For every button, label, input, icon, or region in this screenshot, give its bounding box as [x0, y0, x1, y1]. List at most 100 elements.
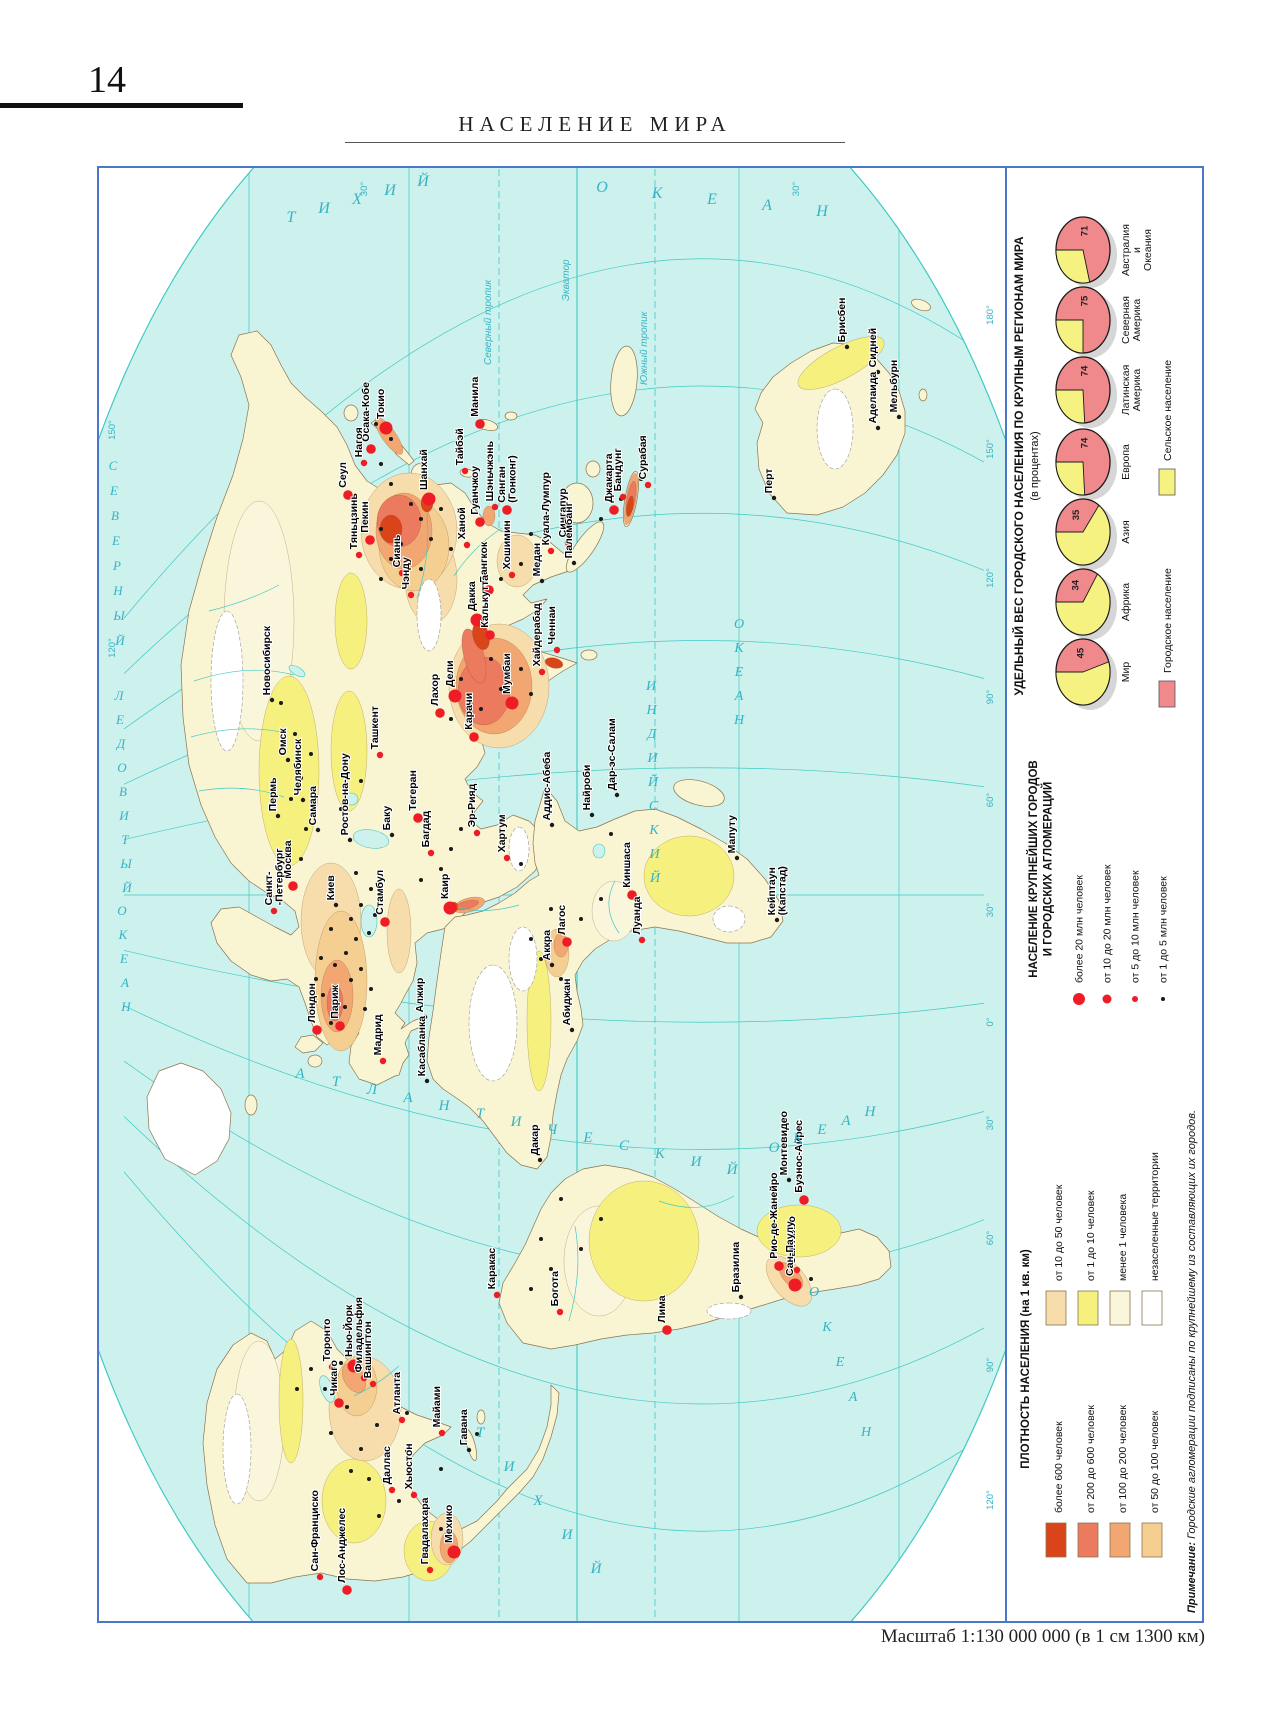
city-marker: [343, 490, 353, 500]
minor-city-dot: [379, 577, 383, 581]
minor-city-dot: [399, 542, 403, 546]
city-label: Бразилиа: [730, 1242, 742, 1293]
pie-region-label: Мир: [1120, 662, 1132, 683]
minor-city-dot: [309, 1007, 313, 1011]
minor-city-dot: [439, 1467, 443, 1471]
city-label: Сеул: [337, 462, 349, 488]
density-label: незаселенные территории: [1149, 1152, 1161, 1281]
city-label: Дели: [444, 660, 456, 687]
ocean-label-letter: Й: [114, 633, 125, 648]
city-label: Нагоя: [353, 427, 365, 457]
ocean-label-letter: Е: [109, 483, 118, 498]
city-label: Монтевидео: [778, 1111, 790, 1175]
city-marker: [571, 560, 577, 566]
city-label: Москва: [282, 840, 294, 878]
city-label: Баку: [381, 806, 393, 831]
city-marker: [896, 414, 902, 420]
city-marker: [734, 855, 740, 861]
city-size-symbol: [1073, 993, 1085, 1005]
ocean-label-letter: Е: [734, 665, 744, 680]
city-marker: [413, 813, 423, 823]
city-sizes-title: И ГОРОДСКИХ АГЛОМЕРАЦИЙ: [1042, 782, 1055, 956]
minor-city-dot: [343, 1005, 347, 1009]
density-swatch: [1077, 1290, 1099, 1326]
minor-city-dot: [449, 717, 453, 721]
minor-city-dot: [459, 522, 463, 526]
city-label: Санкт-: [263, 871, 275, 905]
city-label: Аддис-Абеба: [541, 751, 553, 820]
ocean-label-letter: И: [645, 679, 657, 694]
pie-region-label: и: [1131, 247, 1143, 253]
ocean-label-letter: И: [690, 1154, 703, 1170]
minor-city-dot: [475, 1432, 479, 1436]
density-swatch: [1045, 1290, 1067, 1326]
minor-city-dot: [389, 437, 393, 441]
city-marker: [562, 937, 572, 947]
minor-city-dot: [519, 667, 523, 671]
minor-city-dot: [377, 1514, 381, 1518]
minor-city-dot: [639, 477, 643, 481]
minor-city-dot: [304, 827, 308, 831]
city-label: -Петербург: [274, 848, 286, 906]
ocean-label-letter: К: [118, 927, 129, 942]
city-label: Буэнос-Айрес: [793, 1120, 805, 1193]
city-label: Сиань: [391, 534, 403, 567]
ocean-label-letter: Е: [115, 712, 124, 727]
ocean-label-letter: Е: [119, 951, 128, 966]
city-label: Бангкок: [478, 541, 490, 583]
minor-city-dot: [769, 1252, 773, 1256]
pie-rural-wedge: [1055, 461, 1086, 496]
city-marker: [638, 936, 646, 944]
degree-label: 120°: [985, 568, 996, 588]
city-label: Сянган: [496, 466, 508, 503]
ocean-label-letter: О: [117, 760, 127, 775]
city-marker: [549, 962, 555, 968]
ocean-label-letter: А: [840, 1113, 851, 1129]
ocean-label-letter: А: [120, 975, 129, 990]
ocean-label-letter: В: [111, 508, 119, 523]
city-label: Богота: [549, 1271, 561, 1306]
city-label: Чикаго: [328, 1360, 340, 1396]
city-size-symbol: [1161, 997, 1165, 1001]
pie-value: 34: [1070, 579, 1081, 590]
city-marker: [347, 1359, 361, 1373]
city-label: Луанда: [631, 896, 643, 934]
minor-city-dot: [449, 547, 453, 551]
ocean-label-letter: Ы: [119, 856, 132, 871]
pie-region-label: Америка: [1131, 299, 1143, 342]
city-label: Чэнду: [400, 557, 412, 589]
world-map: Экватор Северный тропик Южный тропик 150° 12…: [99, 168, 1005, 1621]
ocean-label-letter: И: [118, 808, 129, 823]
minor-city-dot: [359, 967, 363, 971]
city-label: Хьюстон: [403, 1443, 415, 1489]
minor-city-dot: [599, 897, 603, 901]
ocean-label-letter: Т: [332, 1074, 342, 1090]
density-swatch: [1109, 1290, 1131, 1326]
ocean-label-letter: К: [821, 1320, 832, 1335]
minor-city-dot: [314, 977, 318, 981]
degree-label: 120°: [985, 1490, 996, 1510]
city-marker: [614, 792, 620, 798]
ocean-label-letter: И: [317, 200, 331, 217]
minor-city-dot: [329, 1431, 333, 1435]
density-title: ПЛОТНОСТЬ НАСЕЛЕНИЯ (на 1 кв. км): [1020, 1249, 1032, 1469]
minor-city-dot: [559, 977, 563, 981]
pie-rural-wedge: [1055, 319, 1084, 354]
city-size-label: от 5 до 10 млн человек: [1130, 870, 1142, 983]
city-label: Омск: [277, 728, 289, 756]
ocean-label-letter: Е: [835, 1355, 845, 1370]
city-marker: [443, 901, 457, 915]
city-marker: [473, 829, 481, 837]
city-size-symbol: [1132, 996, 1138, 1002]
city-label: Абиджан: [561, 978, 573, 1025]
city-marker: [470, 613, 484, 627]
ocean-label-letter: К: [651, 185, 664, 202]
city-marker: [315, 827, 321, 833]
city-label: Каракас: [486, 1248, 498, 1290]
city-marker: [627, 890, 637, 900]
city-marker: [738, 1294, 744, 1300]
legend-panel: УДЕЛЬНЫЙ ВЕС ГОРОДСКОГО НАСЕЛЕНИЯ ПО КРУ…: [1005, 168, 1202, 1621]
minor-city-dot: [439, 867, 443, 871]
city-marker: [547, 547, 555, 555]
city-label: Даллас: [381, 1446, 393, 1484]
